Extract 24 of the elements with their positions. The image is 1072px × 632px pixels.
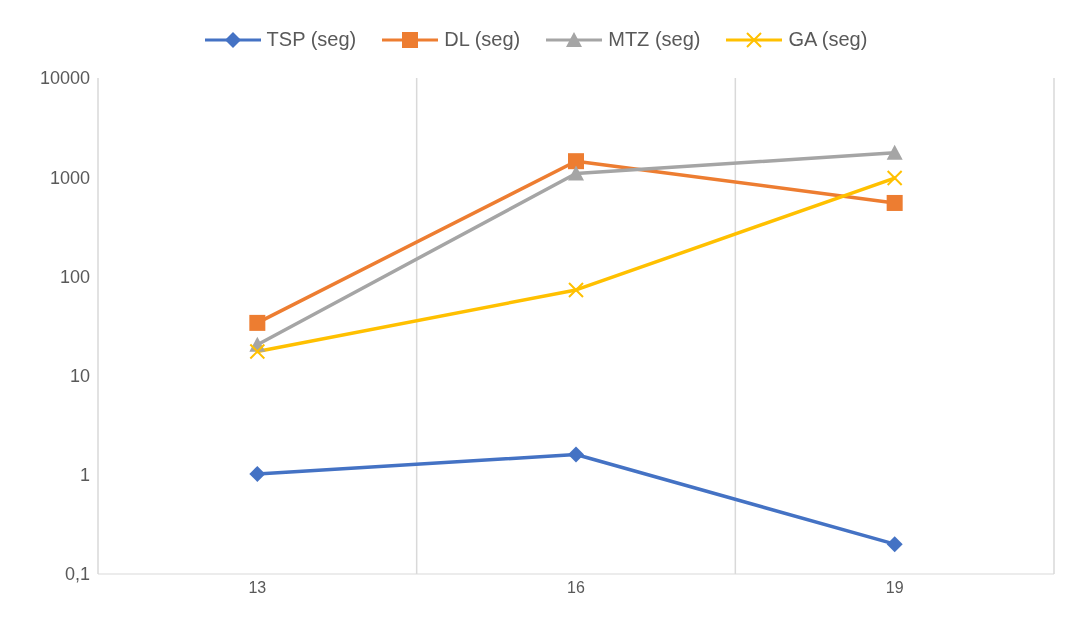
point xyxy=(886,536,903,553)
point xyxy=(568,281,584,298)
x-tick-label: 16 xyxy=(567,579,585,597)
y-tick-label: 1 xyxy=(79,465,90,486)
legend-label: TSP (seg) xyxy=(265,28,357,51)
point xyxy=(568,165,584,181)
point xyxy=(886,194,903,211)
x-tick-label: 13 xyxy=(248,579,267,597)
point xyxy=(568,446,584,463)
y-tick-label: 1000 xyxy=(49,167,90,188)
point xyxy=(249,314,266,331)
y-tick-label: 100 xyxy=(59,266,90,287)
y-tick-label: 10 xyxy=(69,365,90,386)
legend-label: GA (seg) xyxy=(787,28,868,51)
point xyxy=(886,144,903,160)
x-tick-label: 19 xyxy=(885,579,904,597)
point xyxy=(249,343,266,360)
point xyxy=(249,465,266,482)
legend-label: DL (seg) xyxy=(443,28,521,51)
y-tick-label: 10000 xyxy=(39,68,90,89)
legend-label: MTZ (seg) xyxy=(607,28,701,51)
point xyxy=(568,153,584,170)
point xyxy=(886,170,903,187)
y-tick-label: 0,1 xyxy=(64,564,90,585)
